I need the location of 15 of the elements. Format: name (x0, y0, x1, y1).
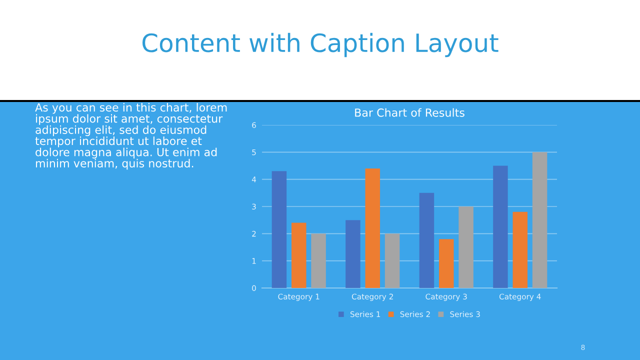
bar (439, 239, 454, 288)
bar (532, 152, 548, 288)
bar (512, 212, 528, 288)
bar (384, 234, 400, 288)
text: As you can see in this chart, lorem ipsum dolor sit amet, consectetur adipiscing elit, sed do eiusmod tempor incididunt ut labore et dolore magna aliqua. Ut enim ad minim veniam, quis nostrud. (35, 103, 227, 170)
bar (365, 168, 380, 288)
bar (493, 166, 508, 288)
bar (311, 234, 326, 288)
bar (292, 222, 306, 288)
text: Content with Caption Layout (142, 32, 498, 58)
chart-title: Bar Chart of Results (355, 108, 464, 117)
bar (419, 192, 434, 288)
bar (272, 171, 287, 288)
bar (458, 206, 474, 288)
bar (346, 220, 360, 288)
